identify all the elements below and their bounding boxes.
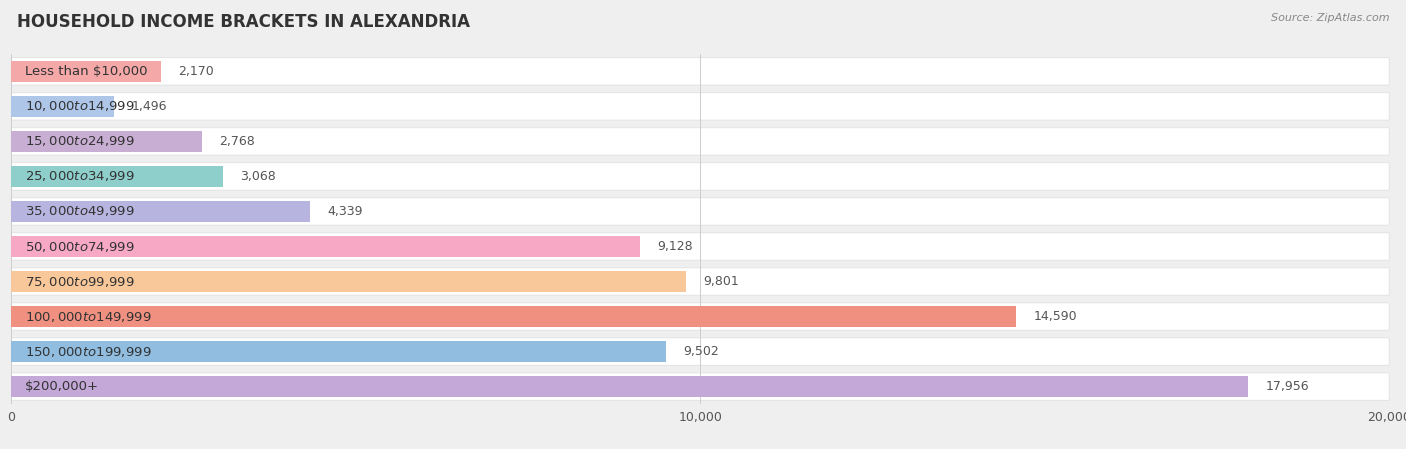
FancyBboxPatch shape <box>11 93 1389 120</box>
Bar <box>11 306 1017 327</box>
Text: $75,000 to $99,999: $75,000 to $99,999 <box>25 274 135 289</box>
FancyBboxPatch shape <box>11 128 1389 155</box>
Bar <box>11 271 686 292</box>
FancyBboxPatch shape <box>11 373 1389 400</box>
Text: $50,000 to $74,999: $50,000 to $74,999 <box>25 239 135 254</box>
Text: 2,170: 2,170 <box>179 65 214 78</box>
Text: $35,000 to $49,999: $35,000 to $49,999 <box>25 204 135 219</box>
FancyBboxPatch shape <box>11 233 1389 260</box>
Bar <box>11 61 160 82</box>
Text: 17,956: 17,956 <box>1265 380 1309 393</box>
Text: HOUSEHOLD INCOME BRACKETS IN ALEXANDRIA: HOUSEHOLD INCOME BRACKETS IN ALEXANDRIA <box>17 13 470 31</box>
Text: 9,801: 9,801 <box>703 275 740 288</box>
Text: $200,000+: $200,000+ <box>25 380 98 393</box>
Text: $10,000 to $14,999: $10,000 to $14,999 <box>25 99 135 114</box>
Text: 9,502: 9,502 <box>683 345 718 358</box>
Text: 2,768: 2,768 <box>219 135 254 148</box>
Text: $150,000 to $199,999: $150,000 to $199,999 <box>25 344 152 359</box>
Bar <box>11 236 640 257</box>
Text: $15,000 to $24,999: $15,000 to $24,999 <box>25 134 135 149</box>
FancyBboxPatch shape <box>11 338 1389 365</box>
Bar <box>11 376 1249 397</box>
Bar <box>11 166 222 187</box>
Text: $100,000 to $149,999: $100,000 to $149,999 <box>25 309 152 324</box>
FancyBboxPatch shape <box>11 198 1389 225</box>
Text: Less than $10,000: Less than $10,000 <box>25 65 148 78</box>
Bar <box>11 201 311 222</box>
Text: 1,496: 1,496 <box>132 100 167 113</box>
FancyBboxPatch shape <box>11 58 1389 85</box>
Text: Source: ZipAtlas.com: Source: ZipAtlas.com <box>1271 13 1389 23</box>
Text: $25,000 to $34,999: $25,000 to $34,999 <box>25 169 135 184</box>
Bar <box>11 341 666 362</box>
Text: 4,339: 4,339 <box>328 205 363 218</box>
Bar <box>11 96 114 117</box>
FancyBboxPatch shape <box>11 303 1389 330</box>
Text: 3,068: 3,068 <box>240 170 276 183</box>
Text: 9,128: 9,128 <box>658 240 693 253</box>
Text: 14,590: 14,590 <box>1033 310 1077 323</box>
Bar <box>11 131 202 152</box>
FancyBboxPatch shape <box>11 268 1389 295</box>
FancyBboxPatch shape <box>11 163 1389 190</box>
